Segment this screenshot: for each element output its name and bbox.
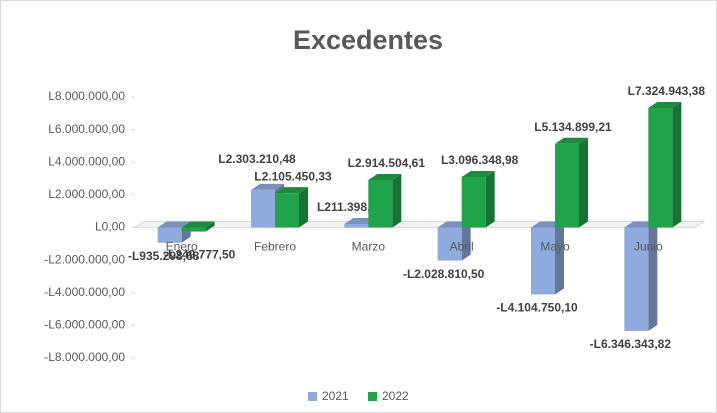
y-tick-label: L0,00	[95, 220, 125, 234]
bar-side	[555, 221, 564, 295]
bar-side	[648, 221, 658, 332]
bar	[251, 189, 275, 228]
bar	[531, 227, 555, 295]
bar-side	[672, 102, 682, 228]
data-label: -L2.028.810,50	[403, 267, 485, 281]
data-label: L3.096.348,98	[441, 153, 519, 167]
data-label: -L4.104.750,10	[496, 301, 578, 315]
data-label: -L6.346.343,82	[590, 337, 672, 351]
bar-side	[485, 170, 495, 228]
bar	[181, 227, 206, 232]
bar	[648, 108, 673, 228]
chart-title: Excedentes	[293, 25, 443, 55]
bar-side	[205, 221, 215, 232]
bar-side	[461, 221, 471, 261]
bar	[437, 227, 462, 261]
y-tick-label: L6.000.000,00	[48, 122, 125, 136]
x-tick-label: Mayo	[540, 240, 570, 254]
bar	[157, 227, 182, 243]
bar	[368, 179, 393, 228]
x-tick-label: Abril	[450, 240, 474, 254]
bar-top	[368, 173, 402, 180]
y-tick-label: L2.000.000,00	[48, 187, 125, 201]
bar-side	[299, 187, 308, 228]
data-label: L2.914.504,61	[348, 156, 426, 170]
bar	[461, 176, 486, 228]
y-tick-label: L8.000.000,00	[48, 89, 125, 103]
bar-top	[461, 170, 495, 177]
y-tick-label: -L4.000.000,00	[44, 285, 125, 299]
data-label: L2.303.210,48	[218, 152, 296, 166]
data-label: L5.134.899,21	[534, 120, 612, 134]
bar-top	[275, 187, 308, 194]
bar	[275, 193, 299, 228]
data-label: L7.324.943,38	[628, 84, 706, 98]
data-label: -L935.298,68	[128, 249, 200, 263]
bar-side	[579, 137, 588, 228]
bar	[624, 227, 649, 332]
bar-top	[251, 183, 284, 190]
y-tick-label: -L8.000.000,00	[44, 350, 125, 364]
x-tick-label: Febrero	[254, 240, 296, 254]
x-tick-label: Junio	[634, 240, 663, 254]
bar-side	[392, 173, 402, 228]
y-tick-label: -L2.000.000,00	[44, 252, 125, 266]
bar-top	[157, 221, 191, 228]
legend-swatch	[368, 392, 377, 401]
y-tick-label: L4.000.000,00	[48, 154, 125, 168]
legend-swatch	[308, 392, 317, 401]
data-label: -L249.777,50	[164, 248, 236, 262]
data-label: L2.105.450,33	[254, 169, 332, 183]
legend-label: 2022	[382, 389, 409, 403]
bar-top	[648, 102, 682, 109]
bar	[555, 143, 579, 228]
bar-top	[181, 221, 215, 228]
data-label: L211.398,68	[317, 200, 384, 214]
x-tick-label: Marzo	[352, 240, 386, 254]
bar-top	[555, 137, 588, 144]
bar	[344, 224, 369, 228]
floor	[133, 221, 706, 228]
legend-label: 2021	[322, 389, 349, 403]
y-tick-label: -L6.000.000,00	[44, 318, 125, 332]
x-tick-label: Enero	[166, 240, 198, 254]
